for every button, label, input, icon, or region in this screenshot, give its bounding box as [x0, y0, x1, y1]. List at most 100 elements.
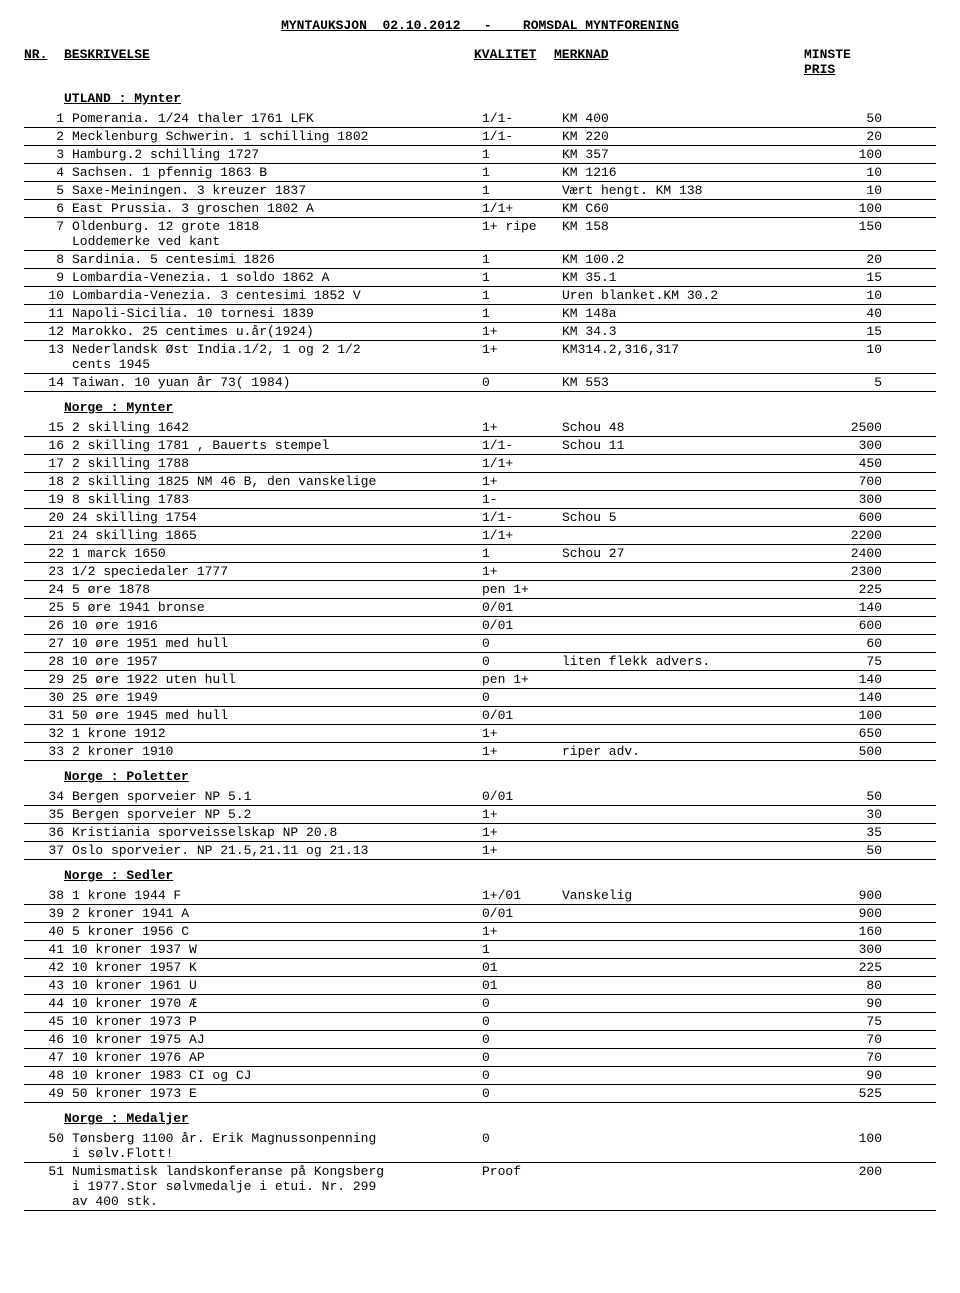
cell-pris: 225: [782, 960, 882, 975]
table-row: 2024 skilling 17541/1-Schou 5600: [24, 509, 936, 527]
cell-beskrivelse: 1 krone 1912: [72, 726, 482, 741]
cell-kvalitet: 1: [482, 546, 562, 561]
cell-pris: 90: [782, 1068, 882, 1083]
cell-nr: 48: [24, 1068, 72, 1083]
cell-beskrivelse: 10 øre 1957: [72, 654, 482, 669]
cell-nr: 35: [24, 807, 72, 822]
table-row: 13Nederlandsk Øst India.1/2, 1 og 2 1/2 …: [24, 341, 936, 374]
cell-pris: 900: [782, 888, 882, 903]
table-row: 6East Prussia. 3 groschen 1802 A1/1+KM C…: [24, 200, 936, 218]
cell-pris: 140: [782, 672, 882, 687]
table-row: 37Oslo sporveier. NP 21.5,21.11 og 21.13…: [24, 842, 936, 860]
cell-pris: 90: [782, 996, 882, 1011]
cell-nr: 31: [24, 708, 72, 723]
cell-merknad: KM 158: [562, 219, 782, 234]
cell-nr: 30: [24, 690, 72, 705]
cell-pris: 140: [782, 600, 882, 615]
cell-beskrivelse: 50 øre 1945 med hull: [72, 708, 482, 723]
cell-pris: 300: [782, 438, 882, 453]
cell-merknad: riper adv.: [562, 744, 782, 759]
section-title: UTLAND : Mynter: [24, 83, 936, 110]
cell-kvalitet: 0: [482, 1014, 562, 1029]
cell-nr: 50: [24, 1131, 72, 1146]
cell-pris: 2500: [782, 420, 882, 435]
table-row: 4110 kroner 1937 W1300: [24, 941, 936, 959]
cell-beskrivelse: Sachsen. 1 pfennig 1863 B: [72, 165, 482, 180]
hdr-minste: MINSTE: [774, 47, 874, 62]
table-row: 4610 kroner 1975 AJ070: [24, 1031, 936, 1049]
cell-pris: 100: [782, 708, 882, 723]
cell-kvalitet: 01: [482, 960, 562, 975]
cell-beskrivelse: Kristiania sporveisselskap NP 20.8: [72, 825, 482, 840]
cell-kvalitet: 0: [482, 1050, 562, 1065]
cell-pris: 75: [782, 654, 882, 669]
cell-beskrivelse: 24 skilling 1754: [72, 510, 482, 525]
cell-nr: 1: [24, 111, 72, 126]
cell-merknad: Schou 27: [562, 546, 782, 561]
cell-beskrivelse: 50 kroner 1973 E: [72, 1086, 482, 1101]
cell-kvalitet: 0/01: [482, 600, 562, 615]
cell-pris: 100: [782, 201, 882, 216]
cell-kvalitet: 0: [482, 1131, 562, 1146]
cell-kvalitet: 1/1-: [482, 510, 562, 525]
cell-nr: 13: [24, 342, 72, 357]
cell-nr: 28: [24, 654, 72, 669]
table-row: 182 skilling 1825 NM 46 B, den vanskelig…: [24, 473, 936, 491]
cell-merknad: KM 1216: [562, 165, 782, 180]
table-row: 4510 kroner 1973 P075: [24, 1013, 936, 1031]
cell-pris: 10: [782, 165, 882, 180]
cell-beskrivelse: Bergen sporveier NP 5.1: [72, 789, 482, 804]
cell-pris: 70: [782, 1050, 882, 1065]
cell-merknad: KM314.2,316,317: [562, 342, 782, 357]
cell-pris: 500: [782, 744, 882, 759]
cell-merknad: KM 148a: [562, 306, 782, 321]
cell-nr: 22: [24, 546, 72, 561]
cell-kvalitet: 1+: [482, 807, 562, 822]
cell-kvalitet: 1+: [482, 843, 562, 858]
cell-nr: 47: [24, 1050, 72, 1065]
cell-merknad: KM 34.3: [562, 324, 782, 339]
table-row: 9Lombardia-Venezia. 1 soldo 1862 A1KM 35…: [24, 269, 936, 287]
table-row: 36Kristiania sporveisselskap NP 20.81+35: [24, 824, 936, 842]
cell-beskrivelse: 10 kroner 1976 AP: [72, 1050, 482, 1065]
cell-kvalitet: 0: [482, 375, 562, 390]
cell-pris: 70: [782, 1032, 882, 1047]
cell-pris: 10: [782, 288, 882, 303]
cell-beskrivelse: Marokko. 25 centimes u.år(1924): [72, 324, 482, 339]
table-row: 321 krone 19121+650: [24, 725, 936, 743]
cell-pris: 300: [782, 492, 882, 507]
cell-pris: 525: [782, 1086, 882, 1101]
cell-kvalitet: 1+: [482, 420, 562, 435]
cell-kvalitet: 1+: [482, 324, 562, 339]
cell-nr: 45: [24, 1014, 72, 1029]
cell-merknad: Uren blanket.KM 30.2: [562, 288, 782, 303]
cell-pris: 650: [782, 726, 882, 741]
hdr-nr: NR.: [24, 47, 64, 77]
cell-nr: 19: [24, 492, 72, 507]
cell-kvalitet: 0: [482, 1086, 562, 1101]
cell-pris: 600: [782, 510, 882, 525]
cell-kvalitet: 1: [482, 147, 562, 162]
cell-beskrivelse: 8 skilling 1783: [72, 492, 482, 507]
cell-beskrivelse: Tønsberg 1100 år. Erik Magnussonpenning …: [72, 1131, 482, 1161]
cell-pris: 225: [782, 582, 882, 597]
table-row: 50Tønsberg 1100 år. Erik Magnussonpennin…: [24, 1130, 936, 1163]
table-row: 34Bergen sporveier NP 5.10/0150: [24, 788, 936, 806]
cell-pris: 600: [782, 618, 882, 633]
table-row: 5Saxe-Meiningen. 3 kreuzer 18371Vært hen…: [24, 182, 936, 200]
cell-beskrivelse: 1 marck 1650: [72, 546, 482, 561]
section-title: Norge : Medaljer: [24, 1103, 936, 1130]
cell-nr: 21: [24, 528, 72, 543]
cell-beskrivelse: Napoli-Sicilia. 10 tornesi 1839: [72, 306, 482, 321]
cell-pris: 15: [782, 270, 882, 285]
table-row: 2Mecklenburg Schwerin. 1 schilling 18021…: [24, 128, 936, 146]
cell-beskrivelse: Mecklenburg Schwerin. 1 schilling 1802: [72, 129, 482, 144]
cell-beskrivelse: 10 kroner 1973 P: [72, 1014, 482, 1029]
cell-pris: 10: [782, 342, 882, 357]
cell-beskrivelse: 1/2 speciedaler 1777: [72, 564, 482, 579]
cell-beskrivelse: Pomerania. 1/24 thaler 1761 LFK: [72, 111, 482, 126]
cell-kvalitet: 0: [482, 996, 562, 1011]
cell-kvalitet: 1: [482, 252, 562, 267]
cell-beskrivelse: 5 øre 1878: [72, 582, 482, 597]
cell-nr: 14: [24, 375, 72, 390]
